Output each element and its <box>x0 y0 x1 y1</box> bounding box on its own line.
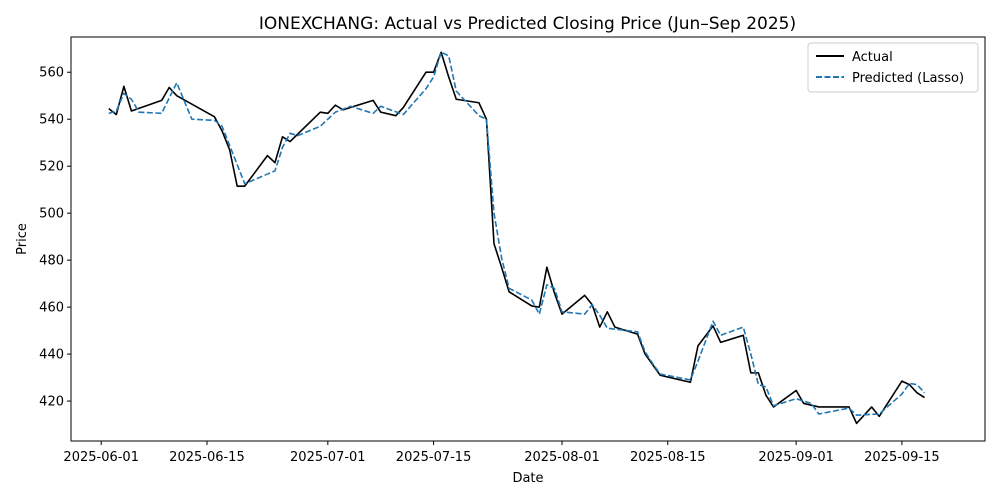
y-tick-label: 440 <box>39 348 64 363</box>
series-line-actual <box>108 51 925 425</box>
y-tick-label: 420 <box>39 395 64 410</box>
legend-label-predicted: Predicted (Lasso) <box>852 71 964 86</box>
legend-label-actual: Actual <box>852 50 893 65</box>
series-line-predicted <box>108 51 926 416</box>
plot-area-frame <box>70 36 986 442</box>
x-axis-label: Date <box>512 471 543 486</box>
y-tick-label: 560 <box>39 66 64 81</box>
chart-title: IONEXCHANG: Actual vs Predicted Closing … <box>259 14 796 34</box>
x-tick-label: 2025-09-15 <box>864 450 940 465</box>
y-axis-label: Price <box>15 223 30 255</box>
x-tick-label: 2025-08-15 <box>630 450 706 465</box>
x-tick-label: 2025-06-15 <box>169 450 245 465</box>
legend-box <box>807 42 979 93</box>
legend: Actual Predicted (Lasso) <box>807 42 979 93</box>
y-tick-label: 480 <box>39 254 64 269</box>
y-tick-label: 520 <box>39 160 64 175</box>
x-axis: 2025-06-01 2025-06-15 2025-07-01 2025-07-15… <box>63 441 940 465</box>
y-tick-label: 500 <box>39 207 64 222</box>
x-tick-label: 2025-09-01 <box>758 450 834 465</box>
y-axis: 420 440 460 480 500 520 540 560 <box>39 66 71 410</box>
y-tick-label: 460 <box>39 301 64 316</box>
x-tick-label: 2025-08-01 <box>524 450 600 465</box>
x-tick-label: 2025-07-01 <box>290 450 366 465</box>
x-tick-label: 2025-06-01 <box>63 450 139 465</box>
series-layer <box>108 51 926 425</box>
y-tick-label: 540 <box>39 113 64 128</box>
x-tick-label: 2025-07-15 <box>396 450 472 465</box>
